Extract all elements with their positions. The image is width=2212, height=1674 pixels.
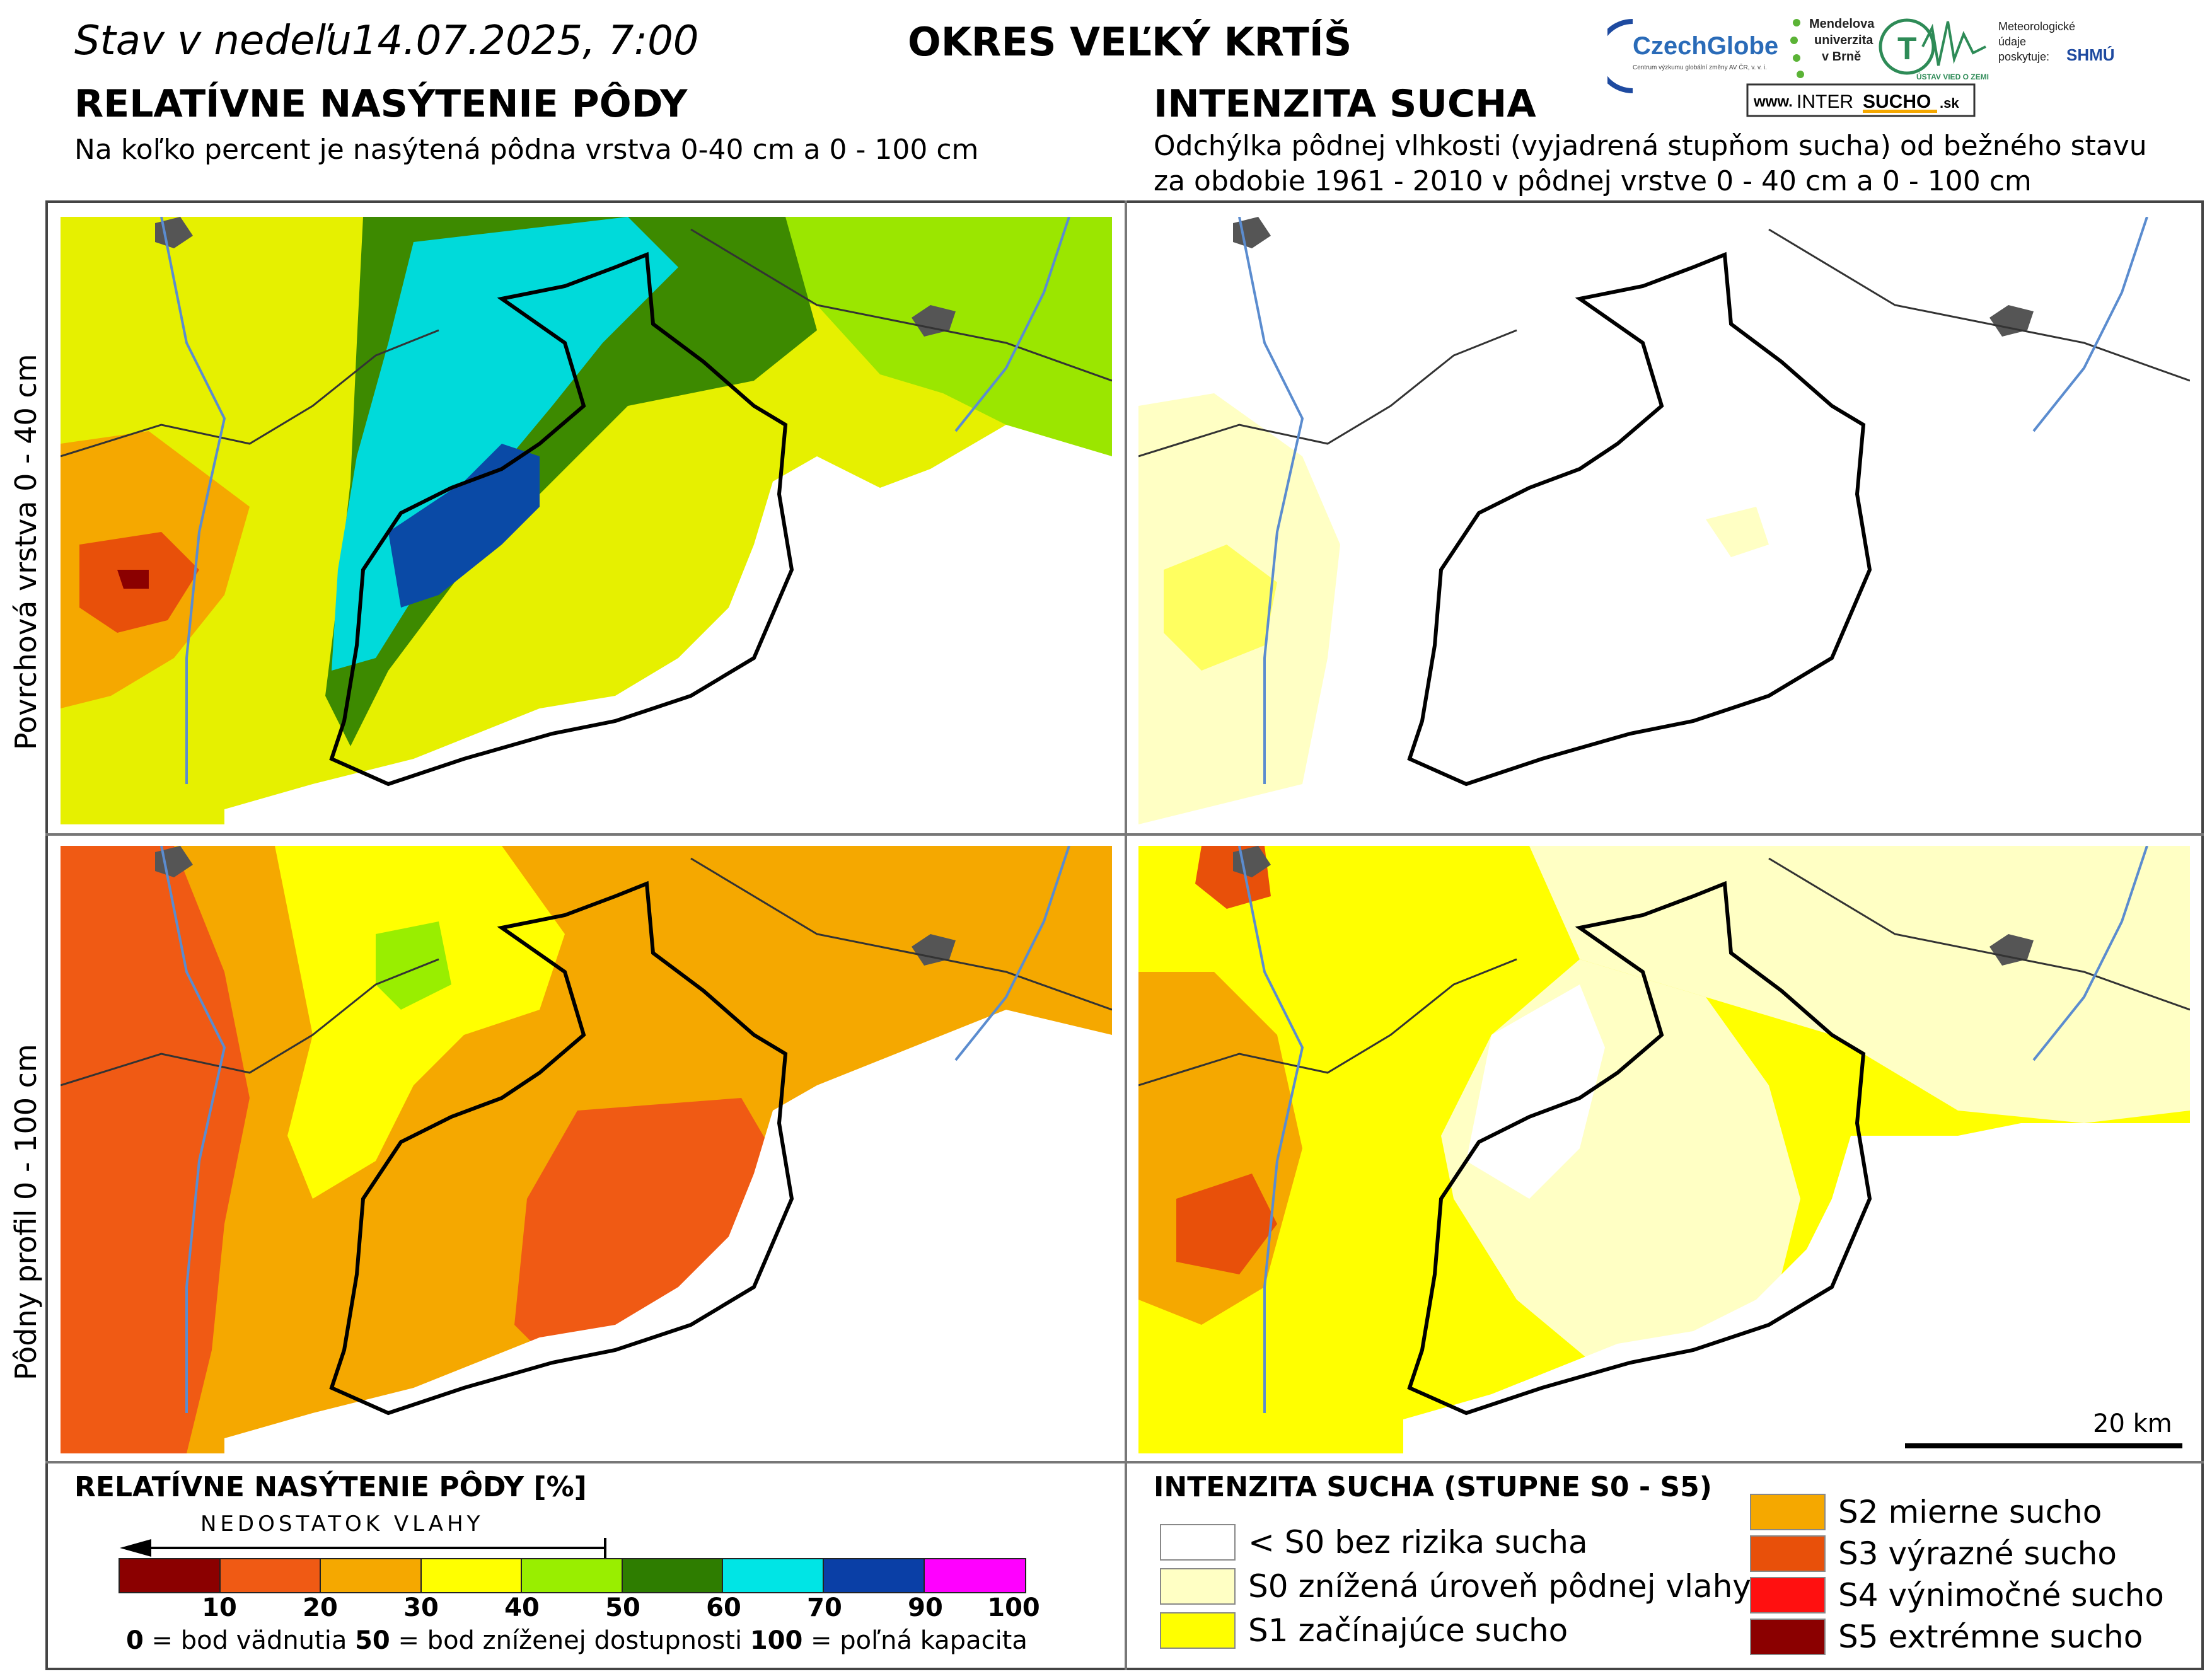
def-100-value: 100 [750, 1626, 803, 1655]
def-0-text: = bod vädnutia [143, 1626, 356, 1655]
row-label-profile: Pôdny profil 0 - 100 cm [9, 1044, 43, 1380]
drought-legend-item: S5 extrémne sucho [1750, 1619, 2143, 1655]
colorbar-tick-label: 60 [706, 1593, 741, 1622]
colorbar-segment [522, 1559, 623, 1592]
met-line3: poskytuje: [1998, 50, 2049, 63]
drought-legend-label: S2 mierne sucho [1838, 1494, 2102, 1530]
colorbar-segment [723, 1559, 824, 1592]
def-100-text: = poľná kapacita [802, 1626, 1028, 1655]
intersucho-logo: www. INTER SUCHO .sk [1746, 83, 1976, 117]
colorbar-segment [321, 1559, 422, 1592]
drought-legend-label: S1 začínajúce sucho [1248, 1612, 1568, 1649]
drought-legend-swatch [1750, 1619, 1826, 1655]
drought-legend-swatch [1750, 1494, 1826, 1530]
czechglobe-logo: CzechGlobe Centrum výzkumu globální změn… [1595, 19, 1778, 93]
drought-legend-item: S3 výrazné sucho [1750, 1535, 2117, 1572]
colorbar-tick-label: 10 [202, 1593, 237, 1622]
met-line2: údaje [1998, 35, 2026, 48]
colorbar-segment [924, 1559, 1026, 1592]
colorbar-tick-label: 30 [403, 1593, 439, 1622]
map-saturation-profile [61, 846, 1112, 1453]
row-label-topsoil: Povrchová vrstva 0 - 40 cm [9, 354, 43, 750]
drought-legend-swatch [1750, 1535, 1826, 1572]
colorbar-tick-label: 50 [605, 1593, 640, 1622]
colorbar-tick-label: 90 [908, 1593, 943, 1622]
saturation-definitions: 0 = bod vädnutia 50 = bod zníženej dostu… [126, 1626, 1028, 1655]
scale-label: 20 km [2093, 1409, 2172, 1438]
colorbar-tick-label: 70 [807, 1593, 842, 1622]
drought-title: INTENZITA SUCHA [1154, 82, 1536, 126]
map-drought-topsoil [1138, 217, 2190, 824]
intersucho-www: www. [1753, 93, 1793, 110]
drought-legend-label: S3 výrazné sucho [1838, 1535, 2117, 1572]
drought-legend-swatch [1160, 1612, 1236, 1649]
deficit-arrow-label: NEDOSTATOK VLAHY [200, 1511, 484, 1537]
intersucho-sucho: SUCHO [1863, 91, 1931, 112]
mendel-line2: univerzita [1814, 33, 1873, 47]
map-drought-profile [1138, 846, 2190, 1453]
district-title: OKRES VEĽKÝ KRTÍŠ [908, 19, 1352, 65]
drought-legend-swatch [1160, 1568, 1236, 1605]
mendel-line1: Mendelova [1809, 17, 1875, 31]
drought-legend-item: S0 znížená úroveň pôdnej vlahy [1160, 1568, 1751, 1605]
colorbar-tick-label: 40 [504, 1593, 540, 1622]
status-date: Stav v nedeľu14.07.2025, 7:00 [74, 18, 699, 64]
map-saturation-topsoil [61, 217, 1112, 824]
colorbar-segment [823, 1559, 925, 1592]
drought-legend-item: S1 začínajúce sucho [1160, 1612, 1568, 1649]
svg-text:T: T [1897, 31, 1917, 66]
shmu-logo: Meteorologické údaje poskytuje: SHMÚ [1998, 20, 2115, 64]
drought-legend-label: S5 extrémne sucho [1838, 1619, 2143, 1655]
colorbar-segment [220, 1559, 321, 1592]
colorbar-tick-label: 20 [303, 1593, 338, 1622]
vertical-divider [1125, 200, 1127, 1670]
drought-legend-label: < S0 bez rizika sucha [1248, 1524, 1588, 1561]
uvz-text: ÚSTAV VIED O ZEMI [1916, 72, 1989, 81]
def-50-text: = bod zníženej dostupnosti [390, 1626, 750, 1655]
czechglobe-text: CzechGlobe [1633, 32, 1778, 60]
colorbar-tick-label: 100 [987, 1593, 1040, 1622]
drought-legend-swatch [1750, 1577, 1826, 1613]
saturation-subtitle: Na koľko percent je nasýtená pôdna vrstv… [74, 134, 979, 166]
drought-subtitle-line2: za obdobie 1961 - 2010 v pôdnej vrstve 0… [1154, 165, 2032, 197]
drought-legend-item: S2 mierne sucho [1750, 1494, 2102, 1530]
legend-divider [45, 1461, 2204, 1463]
saturation-title: RELATÍVNE NASÝTENIE PÔDY [74, 82, 688, 126]
drought-legend-label: S4 výnimočné sucho [1838, 1577, 2164, 1613]
saturation-colorbar [119, 1558, 1026, 1593]
partner-logos: CzechGlobe Centrum výzkumu globální změn… [1595, 9, 2175, 122]
def-0-value: 0 [126, 1626, 144, 1655]
drought-legend-title: INTENZITA SUCHA (STUPNE S0 - S5) [1154, 1471, 1712, 1503]
drought-legend-item: < S0 bez rizika sucha [1160, 1524, 1588, 1561]
logos-svg: CzechGlobe Centrum výzkumu globální změn… [1595, 17, 2115, 117]
colorbar-segment [622, 1559, 724, 1592]
czechglobe-subtext: Centrum výzkumu globální změny AV ČR, v.… [1633, 63, 1767, 71]
met-line1: Meteorologické [1998, 20, 2075, 33]
mendel-logo: Mendelova univerzita v Brně [1790, 17, 1875, 78]
colorbar-segment [421, 1559, 523, 1592]
drought-subtitle: Odchýlka pôdnej vlhkosti (vyjadrená stup… [1154, 129, 2147, 199]
def-50-value: 50 [355, 1626, 390, 1655]
deficit-arrow-icon [120, 1538, 606, 1558]
drought-legend-label: S0 znížená úroveň pôdnej vlahy [1248, 1568, 1751, 1605]
colorbar-segment [120, 1559, 221, 1592]
intersucho-inter: INTER [1797, 91, 1853, 112]
shmu-text: SHMÚ [2066, 45, 2115, 64]
drought-subtitle-line1: Odchýlka pôdnej vlhkosti (vyjadrená stup… [1154, 130, 2147, 162]
uvz-logo: T ÚSTAV VIED O ZEMI [1879, 18, 1989, 81]
scale-bar [1905, 1443, 2182, 1448]
drought-legend-swatch [1160, 1524, 1236, 1561]
drought-legend-item: S4 výnimočné sucho [1750, 1577, 2164, 1613]
mendel-line3: v Brně [1822, 50, 1861, 64]
intersucho-sk: .sk [1940, 95, 1959, 111]
saturation-legend-title: RELATÍVNE NASÝTENIE PÔDY [%] [74, 1471, 587, 1503]
horizontal-divider [45, 833, 2204, 836]
